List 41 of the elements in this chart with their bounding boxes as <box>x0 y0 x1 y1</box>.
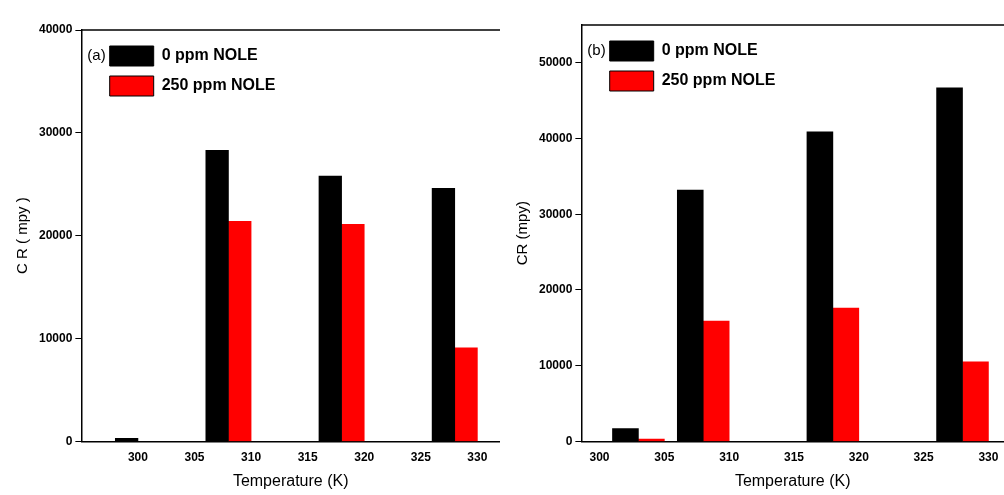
bar <box>341 224 365 442</box>
annotation: (a) <box>87 46 106 64</box>
x-tick-label: 330 <box>467 449 488 464</box>
x-tick-label: 330 <box>978 449 999 464</box>
y-tick-label: 50000 <box>538 55 573 70</box>
x-tick-label: 310 <box>241 449 262 464</box>
x-tick-label: 320 <box>354 449 375 464</box>
x-tick-label: 325 <box>410 449 432 464</box>
y-axis-title: CR (mpy) <box>513 201 531 266</box>
legend-label: 0 ppm NOLE <box>161 46 259 64</box>
y-tick-label: 20000 <box>538 282 573 297</box>
y-tick-label: 20000 <box>38 228 73 243</box>
y-tick-label: 0 <box>565 433 573 448</box>
x-axis-title: Temperature (K) <box>734 471 851 489</box>
legend-label: 250 ppm NOLE <box>161 76 276 94</box>
bar <box>228 220 252 442</box>
x-tick-label: 310 <box>719 449 740 464</box>
x-tick-label: 315 <box>297 449 318 464</box>
y-tick-label: 10000 <box>538 358 573 372</box>
bar <box>832 307 860 442</box>
y-tick-label: 30000 <box>538 206 573 221</box>
x-tick-label: 300 <box>127 449 149 464</box>
bar <box>962 361 989 442</box>
x-tick-label: 305 <box>654 449 675 464</box>
y-tick-label: 0 <box>65 433 73 448</box>
x-axis-title: Temperature (K) <box>232 471 349 489</box>
y-axis-title: C R ( mpy ) <box>13 197 31 275</box>
bar <box>454 347 478 442</box>
x-tick-label: 325 <box>913 449 934 464</box>
x-tick-label: 305 <box>184 449 205 464</box>
x-tick-label: 300 <box>589 449 610 464</box>
y-tick-label: 30000 <box>38 125 73 140</box>
x-tick-label: 315 <box>783 449 805 464</box>
y-tick-label: 10000 <box>38 330 73 345</box>
x-tick-label: 320 <box>848 449 870 464</box>
y-tick-label: 40000 <box>538 130 573 145</box>
annotation: (b) <box>587 41 606 59</box>
bar <box>702 320 730 442</box>
legend-label: 250 ppm NOLE <box>661 71 776 89</box>
y-tick-label: 40000 <box>38 22 73 37</box>
legend-label: 0 ppm NOLE <box>661 41 759 59</box>
